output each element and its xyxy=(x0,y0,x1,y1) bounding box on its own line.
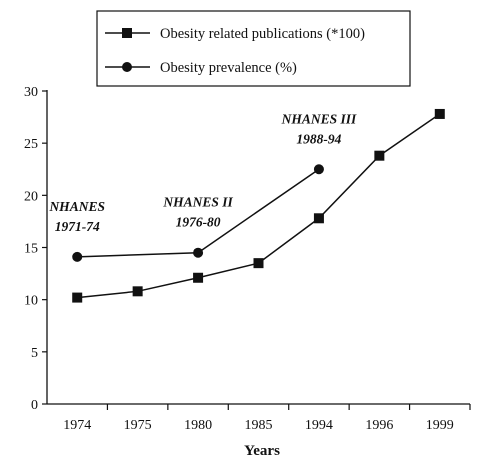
publications-point xyxy=(253,258,264,269)
y-tick-label: 10 xyxy=(24,294,38,309)
y-tick-label: 30 xyxy=(24,85,38,100)
legend-label-prevalence: Obesity prevalence (%) xyxy=(160,60,297,76)
annotations: NHANES 1971-74 NHANES II 1976-80 NHANES III 1… xyxy=(48,111,357,234)
y-tick-label: 5 xyxy=(31,346,38,361)
x-tick-label: 1985 xyxy=(245,418,273,433)
legend-marker-circle xyxy=(122,62,132,72)
y-tick-label: 25 xyxy=(24,137,38,152)
publications-line xyxy=(77,113,441,299)
publications-point xyxy=(72,292,83,303)
nhanes-annotation: 1976-80 xyxy=(176,215,221,230)
prevalence-line xyxy=(77,168,320,258)
legend-marker-square xyxy=(122,28,132,38)
x-ticks: 1974 1975 1980 1985 1994 1996 1999 xyxy=(63,404,471,433)
prevalence-point xyxy=(193,247,204,258)
publications-point xyxy=(132,286,143,297)
x-tick-label: 1996 xyxy=(365,418,393,433)
publications-point xyxy=(313,213,324,224)
legend: Obesity related publications (*100) Obes… xyxy=(96,10,411,87)
legend-label-publications: Obesity related publications (*100) xyxy=(160,26,365,42)
x-tick-label: 1994 xyxy=(305,418,333,433)
nhanes-annotation: 1971-74 xyxy=(55,219,100,234)
prevalence-point xyxy=(313,164,324,175)
publications-point xyxy=(374,150,385,161)
x-tick-label: 1999 xyxy=(426,418,454,433)
nhanes-annotation: NHANES II xyxy=(162,195,233,210)
nhanes-annotation: NHANES III xyxy=(281,111,357,126)
y-tick-label: 15 xyxy=(24,242,38,257)
y-ticks: 0 5 10 15 20 25 30 xyxy=(24,85,47,413)
prevalence-point xyxy=(72,251,83,262)
publications-point xyxy=(434,108,445,119)
nhanes-annotation: NHANES xyxy=(48,199,105,214)
legend-box xyxy=(96,10,411,87)
x-tick-label: 1980 xyxy=(184,418,212,433)
y-tick-label: 0 xyxy=(31,398,38,413)
y-tick-label: 20 xyxy=(24,189,38,204)
series-prevalence xyxy=(72,164,324,262)
x-tick-label: 1975 xyxy=(124,418,152,433)
publications-point xyxy=(193,272,204,283)
nhanes-annotation: 1988-94 xyxy=(296,131,341,146)
x-axis-title: Years xyxy=(244,443,280,459)
x-tick-label: 1974 xyxy=(63,418,91,433)
series-publications xyxy=(72,108,445,303)
